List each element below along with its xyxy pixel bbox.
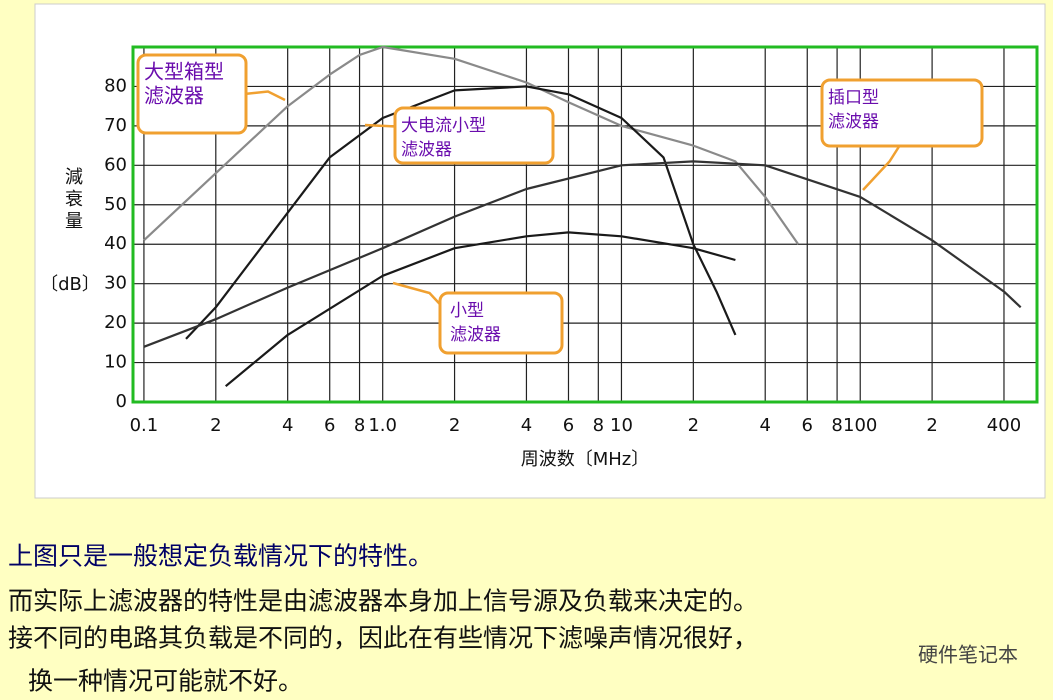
- x-tick-label: 10: [610, 415, 633, 436]
- plot-frame: [131, 45, 1039, 404]
- callout-text: 滤波器: [144, 84, 204, 108]
- y-axis-unit: 〔dB〕: [40, 274, 100, 295]
- y-tick-label: 80: [104, 75, 127, 96]
- series-line: [185, 85, 737, 340]
- caption-line: 接不同的电路其负载是不同的，因此在有些情况下滤噪声情况很好，: [8, 624, 758, 653]
- x-tick-label: 4: [282, 415, 293, 436]
- y-tick-label: 70: [104, 115, 127, 136]
- x-tick-label: 8: [354, 415, 365, 436]
- series-line: [143, 45, 800, 245]
- callout-box: [136, 53, 248, 135]
- x-tick-label: 6: [802, 415, 813, 436]
- caption-line: 上图只是一般想定负载情况下的特性。: [8, 542, 433, 571]
- callout-text: 大电流小型: [401, 116, 486, 136]
- callout-text: 大型箱型: [144, 60, 224, 84]
- x-tick-label: 0.1: [130, 415, 159, 436]
- y-tick-label: 60: [104, 154, 127, 175]
- y-tick-label: 30: [104, 273, 127, 294]
- y-tick-label: 20: [104, 312, 127, 333]
- callout-pointer: [862, 144, 902, 191]
- x-tick-label: 4: [759, 415, 770, 436]
- callout-text: 插口型: [828, 88, 879, 108]
- x-tick-label: 100: [843, 415, 877, 436]
- y-axis-label: 減衰量: [62, 167, 83, 233]
- x-tick-label: 8: [593, 415, 604, 436]
- callout-text: 滤波器: [450, 325, 501, 345]
- watermark: 硬件笔记本: [918, 643, 1018, 667]
- series-line: [143, 160, 1022, 348]
- series-line: [224, 231, 736, 388]
- x-tick-label: 400: [987, 415, 1021, 436]
- x-tick-label: 2: [449, 415, 460, 436]
- x-tick-label: 2: [926, 415, 937, 436]
- callout-box: [393, 106, 555, 165]
- x-tick-label: 6: [324, 415, 335, 436]
- y-tick-label: 50: [104, 194, 127, 215]
- x-tick-label: 4: [521, 415, 532, 436]
- x-tick-label: 2: [210, 415, 221, 436]
- callout-text: 滤波器: [828, 112, 879, 132]
- x-tick-label: 6: [563, 415, 574, 436]
- x-tick-label: 1.0: [368, 415, 397, 436]
- caption-line: 而实际上滤波器的特性是由滤波器本身加上信号源及负载来决定的。: [8, 587, 758, 616]
- y-tick-label: 40: [104, 233, 127, 254]
- callout-text: 滤波器: [401, 140, 452, 160]
- callout-box: [820, 78, 984, 148]
- y-tick-label: 10: [104, 352, 127, 373]
- y-tick-label: 0: [116, 391, 127, 412]
- callout-text: 小型: [450, 301, 484, 321]
- caption-line: 换一种情况可能就不好。: [28, 667, 303, 696]
- callout-box: [438, 291, 564, 355]
- x-tick-label: 8: [831, 415, 842, 436]
- x-tick-label: 2: [688, 415, 699, 436]
- x-axis-label: 周波数〔MHz〕: [521, 449, 650, 470]
